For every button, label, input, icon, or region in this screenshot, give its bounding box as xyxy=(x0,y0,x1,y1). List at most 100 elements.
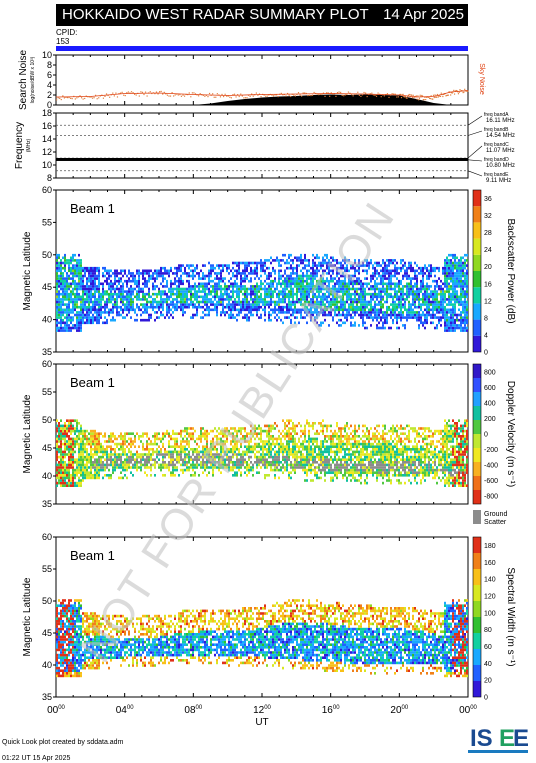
search-noise-point xyxy=(235,96,237,98)
search-noise-point xyxy=(208,92,211,95)
search-noise-point xyxy=(154,93,156,95)
ytick-label-4-50: 50 xyxy=(42,596,52,606)
search-noise-point xyxy=(436,93,438,96)
ylabel-sub-1: (MHz) xyxy=(26,138,32,152)
search-noise-point xyxy=(450,94,452,96)
band-freq-0: 16.11 MHz xyxy=(486,118,515,124)
ground-scatter-label-2: Scatter xyxy=(484,519,507,526)
search-noise-point xyxy=(435,96,437,98)
search-noise-point xyxy=(274,94,276,96)
search-noise-point xyxy=(397,96,399,98)
search-noise-point xyxy=(421,95,424,97)
search-noise-point xyxy=(377,92,379,94)
colorbar-2-seg-4 xyxy=(473,271,481,288)
colorbar-3-seg-2 xyxy=(473,462,481,476)
search-noise-point xyxy=(221,93,223,96)
search-noise-point xyxy=(374,94,376,97)
colorbar-3-tick-800: 800 xyxy=(484,369,496,376)
search-noise-point xyxy=(84,97,86,100)
search-noise-point xyxy=(307,95,309,97)
search-noise-point xyxy=(408,93,410,96)
search-noise-point xyxy=(226,95,228,97)
colorbar-4-frame xyxy=(472,536,482,698)
heatmap-cells-4 xyxy=(56,599,468,678)
search-noise-point xyxy=(121,91,123,93)
search-noise-point xyxy=(415,95,417,97)
search-noise-point xyxy=(344,94,346,96)
colorbar-3-seg-6 xyxy=(473,406,481,420)
search-noise-point xyxy=(433,96,435,99)
search-noise-point xyxy=(132,92,134,94)
colorbar-2-tick-8: 8 xyxy=(484,315,488,322)
panel-1-frame xyxy=(55,112,469,179)
search-noise-point xyxy=(240,93,242,95)
search-noise-point xyxy=(448,91,450,93)
search-noise-point xyxy=(169,95,172,97)
search-noise-point xyxy=(272,95,275,97)
search-noise-point xyxy=(432,98,434,100)
colorbar-4-seg-4 xyxy=(473,617,481,633)
search-noise-point xyxy=(227,95,229,97)
search-noise-point xyxy=(93,97,95,99)
search-noise-point xyxy=(437,96,439,98)
ylabel-2: Magnetic Latitude xyxy=(22,231,33,310)
search-noise-point xyxy=(68,96,70,99)
search-noise-point xyxy=(129,92,131,94)
colorbar-4-tick-0: 0 xyxy=(484,695,488,702)
colorbar-4-seg-0 xyxy=(473,681,481,697)
colorbar-3-tick-0: 0 xyxy=(484,432,488,439)
search-noise-point xyxy=(233,93,236,95)
search-noise-point xyxy=(266,95,268,97)
search-noise-point xyxy=(268,94,270,96)
search-noise-point xyxy=(375,95,378,97)
ytick-label-1-14: 14 xyxy=(42,134,52,144)
search-noise-point xyxy=(361,94,364,96)
search-noise-point xyxy=(138,95,140,97)
search-noise-point xyxy=(296,93,298,96)
ground-scatter-swatch xyxy=(473,510,481,524)
search-noise-point xyxy=(149,91,151,93)
search-noise-point xyxy=(124,94,126,97)
search-noise-point xyxy=(454,90,456,92)
search-noise-point xyxy=(95,94,97,96)
search-noise-point xyxy=(365,92,367,94)
search-noise-point xyxy=(96,98,98,100)
search-noise-point xyxy=(205,94,208,96)
search-noise-point xyxy=(458,91,460,93)
colorbar-4-seg-8 xyxy=(473,553,481,569)
search-noise-point xyxy=(318,94,320,96)
search-noise-point xyxy=(238,95,240,98)
colorbar-2-tick-28: 28 xyxy=(484,230,492,237)
search-noise-point xyxy=(405,97,407,99)
ylabel-3: Magnetic Latitude xyxy=(22,394,33,473)
colorbar-4-seg-9 xyxy=(473,537,481,553)
ytick-label-3-55: 55 xyxy=(42,387,52,397)
search-noise-point xyxy=(372,94,375,96)
search-noise-point xyxy=(102,97,105,99)
search-noise-point xyxy=(183,95,186,97)
colorbar-label-3: Doppler Velocity (m s⁻¹) xyxy=(505,381,516,487)
search-noise-point xyxy=(447,94,449,96)
search-noise-point xyxy=(403,96,405,98)
search-noise-point xyxy=(297,92,300,94)
search-noise-point xyxy=(79,95,81,97)
colorbar-4-tick-80: 80 xyxy=(484,627,492,634)
search-noise-point xyxy=(425,96,428,98)
search-noise-point xyxy=(165,93,167,95)
ytick-label-3-50: 50 xyxy=(42,415,52,425)
search-noise-point xyxy=(391,93,393,95)
colorbar-2-seg-2 xyxy=(473,303,481,320)
search-noise-point xyxy=(467,90,469,92)
search-noise-point xyxy=(257,94,259,96)
xtick-label-minutes-0: 00 xyxy=(58,705,65,711)
xtick-label-4: 1600 xyxy=(322,705,340,716)
ytick-label-2-35: 35 xyxy=(42,347,52,357)
search-noise-point xyxy=(425,98,427,101)
search-noise-point xyxy=(286,92,289,95)
ytick-label-2-50: 50 xyxy=(42,250,52,260)
search-noise-point xyxy=(113,95,115,97)
colorbar-3-tick--600: -600 xyxy=(484,478,498,485)
search-noise-point xyxy=(416,98,418,100)
colorbar-2-tick-20: 20 xyxy=(484,264,492,271)
